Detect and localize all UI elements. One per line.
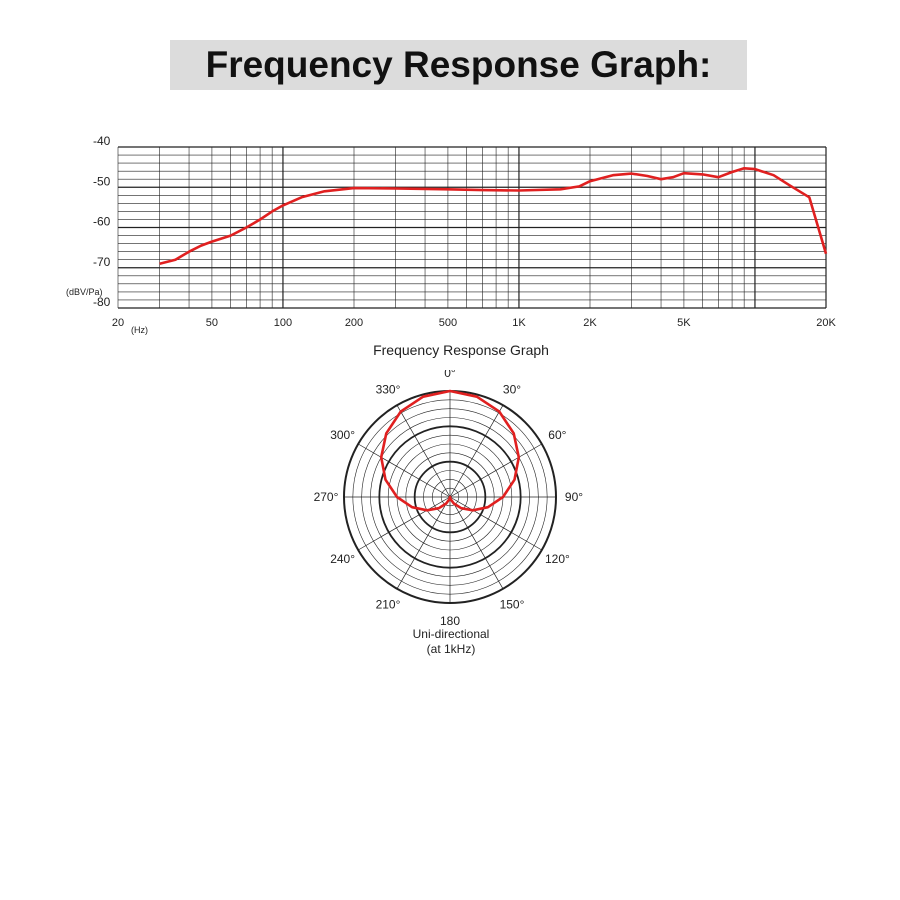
- polar-grid-spoke: [358, 443, 451, 498]
- polar-caption-line2: (at 1kHz): [427, 642, 476, 656]
- fr-x-axis-unit: (Hz): [131, 325, 148, 335]
- polar-angle-labels: 0° 30° 60° 90° 120° 150° 180 210° 240° 270° 300° 33…: [314, 370, 584, 628]
- polar-grid-spoke: [449, 443, 542, 498]
- fr-x-tick-label: 5K: [677, 317, 691, 329]
- fr-x-tick-label: 2K: [583, 317, 597, 329]
- frequency-response-chart: -40 -50 -60 -70 -80 20 50 100 200 500 1K 2K 5K 20K (…: [66, 134, 837, 358]
- page-title: Frequency Response Graph:: [170, 40, 747, 90]
- polar-angle-label: 60°: [548, 428, 566, 442]
- fr-x-tick-label: 100: [274, 317, 292, 329]
- fr-y-tick-label: -40: [93, 134, 111, 148]
- polar-grid-spoke: [449, 405, 504, 498]
- fr-x-tick-label: 50: [206, 317, 218, 329]
- polar-pattern-chart: 0° 30° 60° 90° 120° 150° 180 210° 240° 270° 300° 33…: [314, 370, 584, 656]
- fr-y-tick-label: -70: [93, 255, 111, 269]
- polar-angle-label: 180: [440, 614, 460, 628]
- fr-y-axis-label: (dBV/Pa): [66, 287, 103, 297]
- polar-angle-label: 0°: [444, 370, 456, 380]
- polar-grid-spoke: [396, 496, 451, 589]
- polar-caption-line1: Uni-directional: [413, 627, 490, 641]
- polar-angle-label: 30°: [503, 383, 521, 397]
- fr-y-ticks: -40 -50 -60 -70 -80: [93, 134, 111, 309]
- fr-y-tick-label: -60: [93, 215, 111, 229]
- polar-angle-label: 210°: [376, 597, 401, 611]
- polar-angle-label: 120°: [545, 552, 570, 566]
- polar-angle-label: 240°: [330, 552, 355, 566]
- polar-angle-label: 330°: [376, 383, 401, 397]
- fr-y-tick-label: -50: [93, 174, 111, 188]
- polar-grid-spoke: [358, 496, 451, 551]
- fr-grid: [117, 146, 827, 309]
- fr-caption: Frequency Response Graph: [373, 342, 549, 358]
- polar-grid-spoke: [449, 496, 504, 589]
- polar-pattern-line: [379, 389, 521, 512]
- polar-angle-label: 150°: [500, 597, 525, 611]
- fr-x-tick-label: 500: [439, 317, 457, 329]
- polar-grid-spoke: [396, 405, 451, 498]
- frequency-response-line: [159, 167, 828, 265]
- fr-x-tick-label: 1K: [512, 317, 526, 329]
- fr-x-ticks: 20 50 100 200 500 1K 2K 5K 20K: [112, 317, 837, 329]
- polar-angle-label: 300°: [330, 428, 355, 442]
- polar-angle-label: 90°: [565, 490, 583, 504]
- polar-grid-spoke: [449, 496, 542, 551]
- fr-x-tick-label: 200: [345, 317, 363, 329]
- fr-x-tick-label: 20: [112, 317, 124, 329]
- fr-y-tick-label: -80: [93, 295, 111, 309]
- fr-x-tick-label: 20K: [816, 317, 836, 329]
- polar-angle-label: 270°: [314, 490, 339, 504]
